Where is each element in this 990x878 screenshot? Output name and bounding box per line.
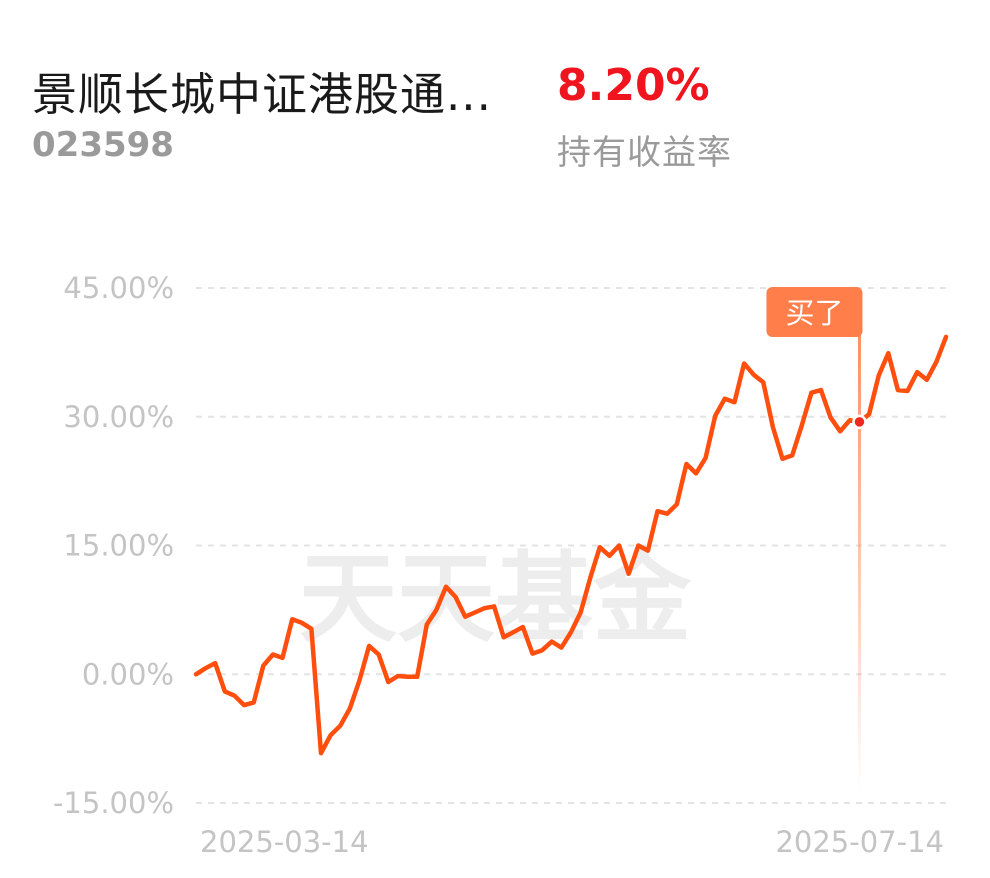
holding-return-label: 持有收益率 [557,133,732,173]
buy-marker-line [857,320,861,793]
y-tick-label: 30.00% [63,400,174,434]
buy-point-dot[interactable] [852,414,867,430]
x-tick-label: 2025-07-14 [775,825,944,859]
fund-code: 023598 [32,125,174,165]
holding-return-value: 8.20% [557,60,710,111]
buy-marker-label: 买了 [785,296,843,330]
y-tick-label: 45.00% [63,271,174,305]
grid-lines [196,287,946,804]
buy-marker-badge[interactable] [766,287,863,337]
series-line [193,334,949,756]
fund-name: 景顺长城中证港股通... [32,68,492,121]
y-tick-label: 0.00% [82,657,174,691]
y-axis-ticks: 45.00% 30.00% 15.00% 0.00% -15.00% [53,271,174,820]
y-tick-label: -15.00% [53,786,174,820]
buy-marker[interactable]: 买了 [766,287,863,793]
y-tick-label: 15.00% [63,529,174,563]
x-tick-label: 2025-03-14 [200,825,369,859]
x-axis-ticks: 2025-03-14 2025-07-14 [200,825,944,859]
